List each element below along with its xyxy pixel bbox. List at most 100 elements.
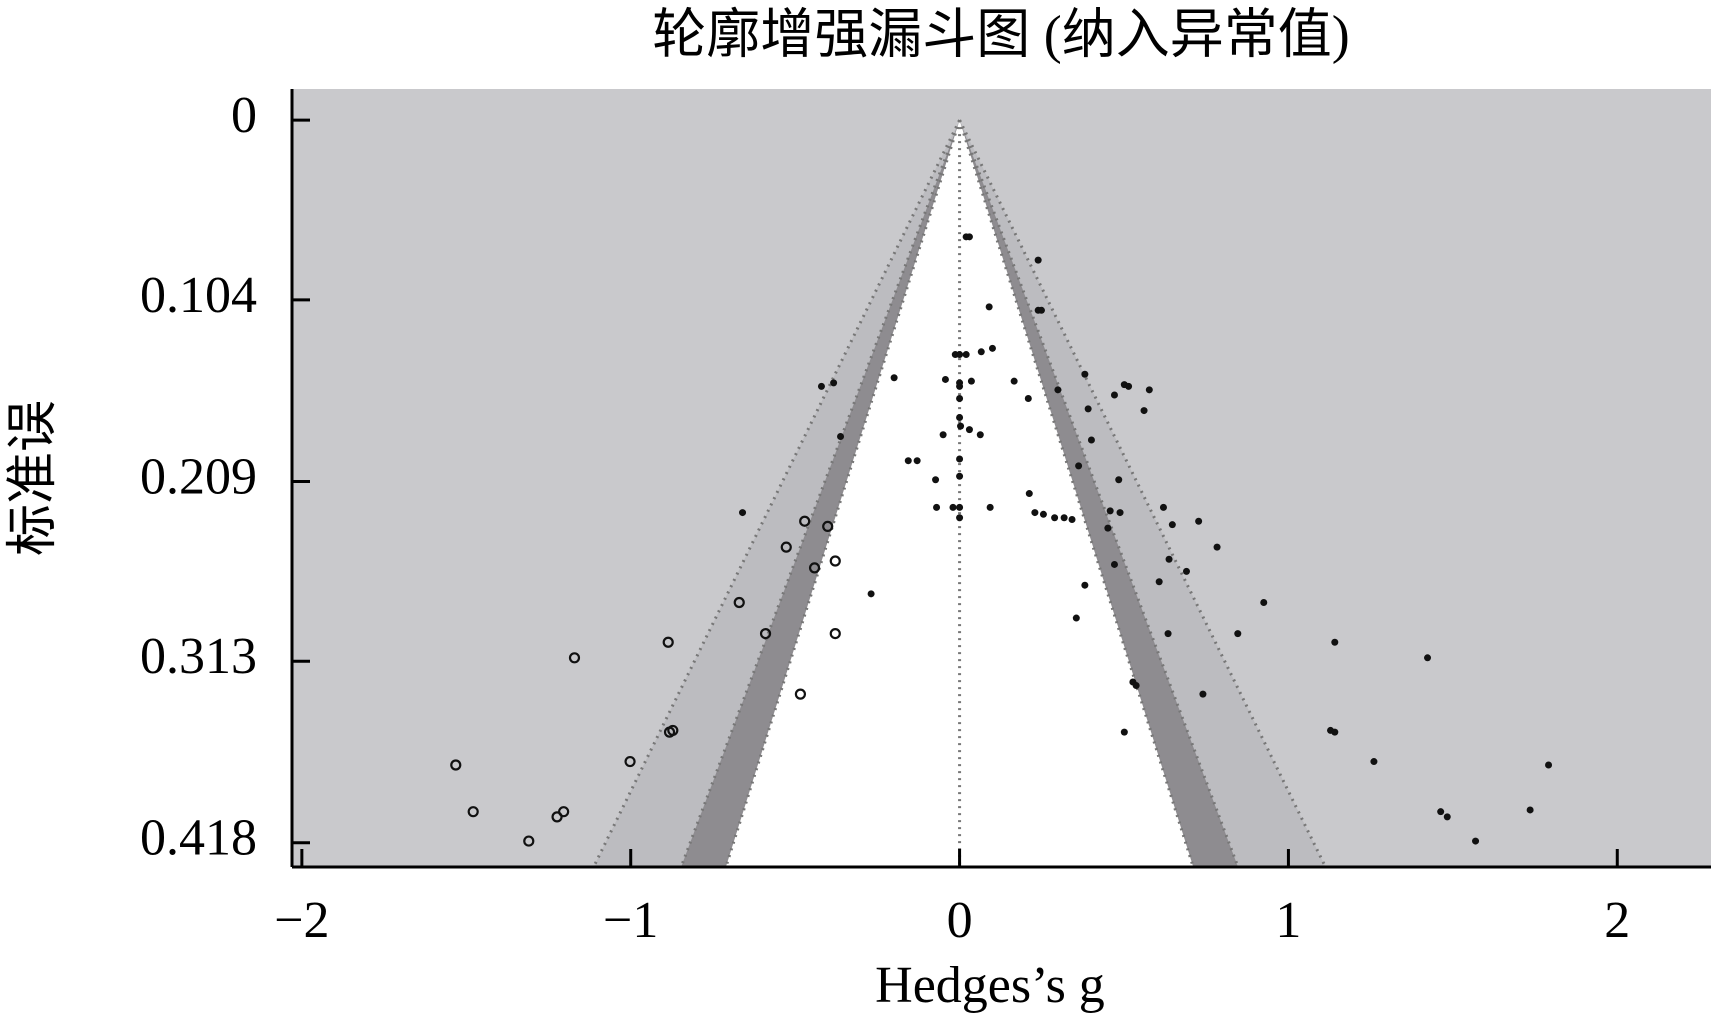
data-point: [939, 431, 947, 439]
data-point: [1010, 377, 1018, 385]
data-point: [1081, 581, 1089, 589]
x-tick-label: 1: [1275, 892, 1301, 949]
data-point: [941, 375, 949, 383]
data-point: [965, 426, 973, 434]
data-point: [956, 351, 964, 359]
data-point: [1472, 837, 1480, 845]
data-point: [988, 344, 996, 352]
data-point: [830, 379, 838, 387]
data-point: [450, 759, 462, 771]
data-point: [817, 382, 825, 390]
data-point: [1331, 638, 1339, 646]
data-point: [667, 724, 679, 737]
x-tick-label: 0: [947, 892, 973, 949]
data-point: [624, 755, 636, 768]
data-point: [794, 688, 807, 700]
data-point: [837, 433, 845, 441]
data-point: [829, 627, 841, 640]
data-point: [890, 374, 898, 382]
data-point: [829, 555, 841, 567]
data-point: [1104, 524, 1112, 532]
y-tick-label: 0.104: [140, 267, 257, 324]
data-point: [1165, 555, 1173, 563]
data-point: [808, 562, 821, 574]
data-point: [977, 348, 985, 356]
y-tick-label: 0.209: [140, 448, 257, 505]
data-point: [733, 596, 745, 609]
data-point: [1145, 386, 1153, 394]
data-point: [1084, 405, 1092, 413]
data-point: [568, 652, 581, 664]
data-point: [913, 457, 921, 465]
data-point: [1331, 728, 1339, 736]
data-point: [662, 636, 674, 648]
data-point: [1132, 681, 1140, 689]
data-point: [976, 431, 984, 439]
data-point: [1039, 510, 1047, 518]
data-point: [1034, 256, 1042, 264]
data-point: [1260, 598, 1268, 606]
data-point: [1037, 306, 1045, 314]
data-point: [967, 377, 975, 385]
data-point: [962, 351, 970, 359]
chart-title: 轮廓增强漏斗图 (纳入异常值): [652, 4, 1349, 64]
x-tick-label: −1: [603, 892, 658, 949]
data-point: [956, 472, 964, 480]
x-tick-label: −2: [274, 892, 329, 949]
data-point: [799, 515, 811, 527]
data-point: [1370, 758, 1378, 766]
data-point: [956, 514, 964, 522]
data-point: [1168, 521, 1176, 529]
data-point: [780, 541, 792, 553]
data-point: [1068, 515, 1076, 523]
data-point: [1437, 808, 1445, 816]
x-tick-label: 2: [1604, 892, 1630, 949]
data-point: [1120, 728, 1128, 736]
data-point: [1155, 578, 1163, 586]
y-tick-label: 0: [231, 87, 257, 144]
data-point: [1051, 514, 1059, 522]
data-point: [956, 413, 964, 421]
data-point: [949, 503, 957, 511]
data-point: [822, 520, 834, 533]
data-point: [1060, 514, 1068, 522]
data-point: [1140, 407, 1148, 415]
data-point: [1424, 654, 1432, 662]
data-point: [1159, 503, 1167, 511]
data-point: [1545, 761, 1553, 769]
data-point: [759, 627, 772, 640]
data-point: [932, 476, 940, 484]
data-point: [1031, 509, 1039, 517]
y-tick-label: 0.418: [140, 810, 257, 867]
data-point: [1025, 490, 1033, 498]
data-point: [1164, 630, 1172, 638]
data-point: [1199, 690, 1207, 698]
data-point: [1110, 391, 1118, 399]
data-point: [956, 394, 964, 402]
data-point: [933, 503, 941, 511]
data-point: [1115, 476, 1123, 484]
data-point: [1054, 386, 1062, 394]
data-point: [558, 806, 570, 818]
data-point: [467, 806, 479, 818]
data-point: [1213, 543, 1221, 551]
data-point: [985, 303, 993, 311]
data-point: [739, 509, 747, 517]
data-point: [1195, 517, 1203, 525]
data-point: [1443, 813, 1451, 821]
data-point: [1110, 560, 1118, 568]
data-point: [867, 590, 875, 598]
data-point: [956, 503, 964, 511]
data-point: [1125, 382, 1133, 390]
data-point: [1106, 507, 1114, 515]
y-axis-label: 标准误: [5, 400, 62, 556]
data-point: [1075, 462, 1083, 470]
x-axis-label: Hedges’s g: [875, 957, 1105, 1014]
data-point: [1116, 509, 1124, 517]
y-tick-label: 0.313: [140, 628, 257, 685]
data-point: [1182, 567, 1190, 575]
contour-line: [958, 119, 1327, 868]
data-point: [1234, 630, 1242, 638]
data-point: [904, 457, 912, 465]
